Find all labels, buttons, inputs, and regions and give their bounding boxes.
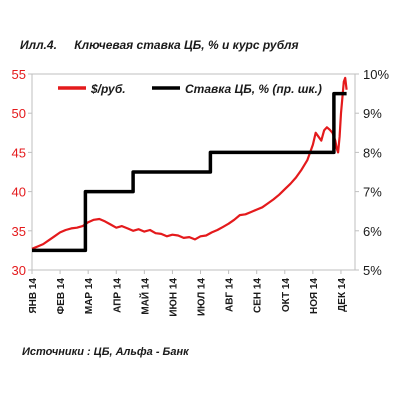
x-tick-label: ОКТ 14: [281, 278, 292, 313]
y-left-tick-label: 40: [12, 185, 26, 200]
y-right-tick-label: 5%: [363, 263, 382, 278]
legend-label-key-rate: Ставка ЦБ, % (пр. шк.): [185, 82, 322, 96]
x-tick-label: АПР 14: [112, 278, 123, 313]
x-tick-label: ИЮЛ 14: [197, 278, 208, 316]
figure-title: Илл.4. Ключевая ставка ЦБ, % и курс рубл…: [20, 38, 299, 52]
x-tick-label: МАЙ 14: [138, 278, 151, 315]
plot-frame: [31, 73, 356, 271]
x-tick-label: ЯНВ 14: [28, 278, 39, 314]
figure-label: Илл.4.: [20, 38, 57, 52]
x-tick-label: ИЮН 14: [168, 278, 179, 317]
x-tick-label: СЕН 14: [253, 278, 264, 313]
x-tick-label: МАР 14: [84, 278, 95, 315]
figure-title-text: Ключевая ставка ЦБ, % и курс рубля: [74, 38, 299, 52]
x-tick-label: НОЯ 14: [309, 278, 320, 314]
y-right-tick-label: 10%: [363, 67, 389, 82]
y-right-tick-label: 7%: [363, 185, 382, 200]
y-left-tick-label: 45: [12, 145, 26, 160]
series-line-usd-rub: [31, 76, 348, 250]
y-left-tick-label: 50: [12, 106, 26, 121]
y-left-tick-label: 55: [12, 67, 26, 82]
y-right-tick-label: 8%: [363, 145, 382, 160]
x-tick-label: ФЕВ 14: [56, 278, 67, 315]
figure-source: Источники : ЦБ, Альфа - Банк: [22, 346, 189, 358]
y-left-tick-label: 35: [12, 224, 26, 239]
x-tick-label: ДЕК 14: [337, 278, 348, 312]
legend-label-usd-rub: $/руб.: [90, 82, 126, 96]
series-line-key-rate: [32, 91, 347, 253]
y-right-tick-label: 6%: [363, 224, 382, 239]
y-right-tick-label: 9%: [363, 106, 382, 121]
y-left-tick-label: 30: [12, 263, 26, 278]
x-tick-label: АВГ 14: [225, 278, 236, 312]
